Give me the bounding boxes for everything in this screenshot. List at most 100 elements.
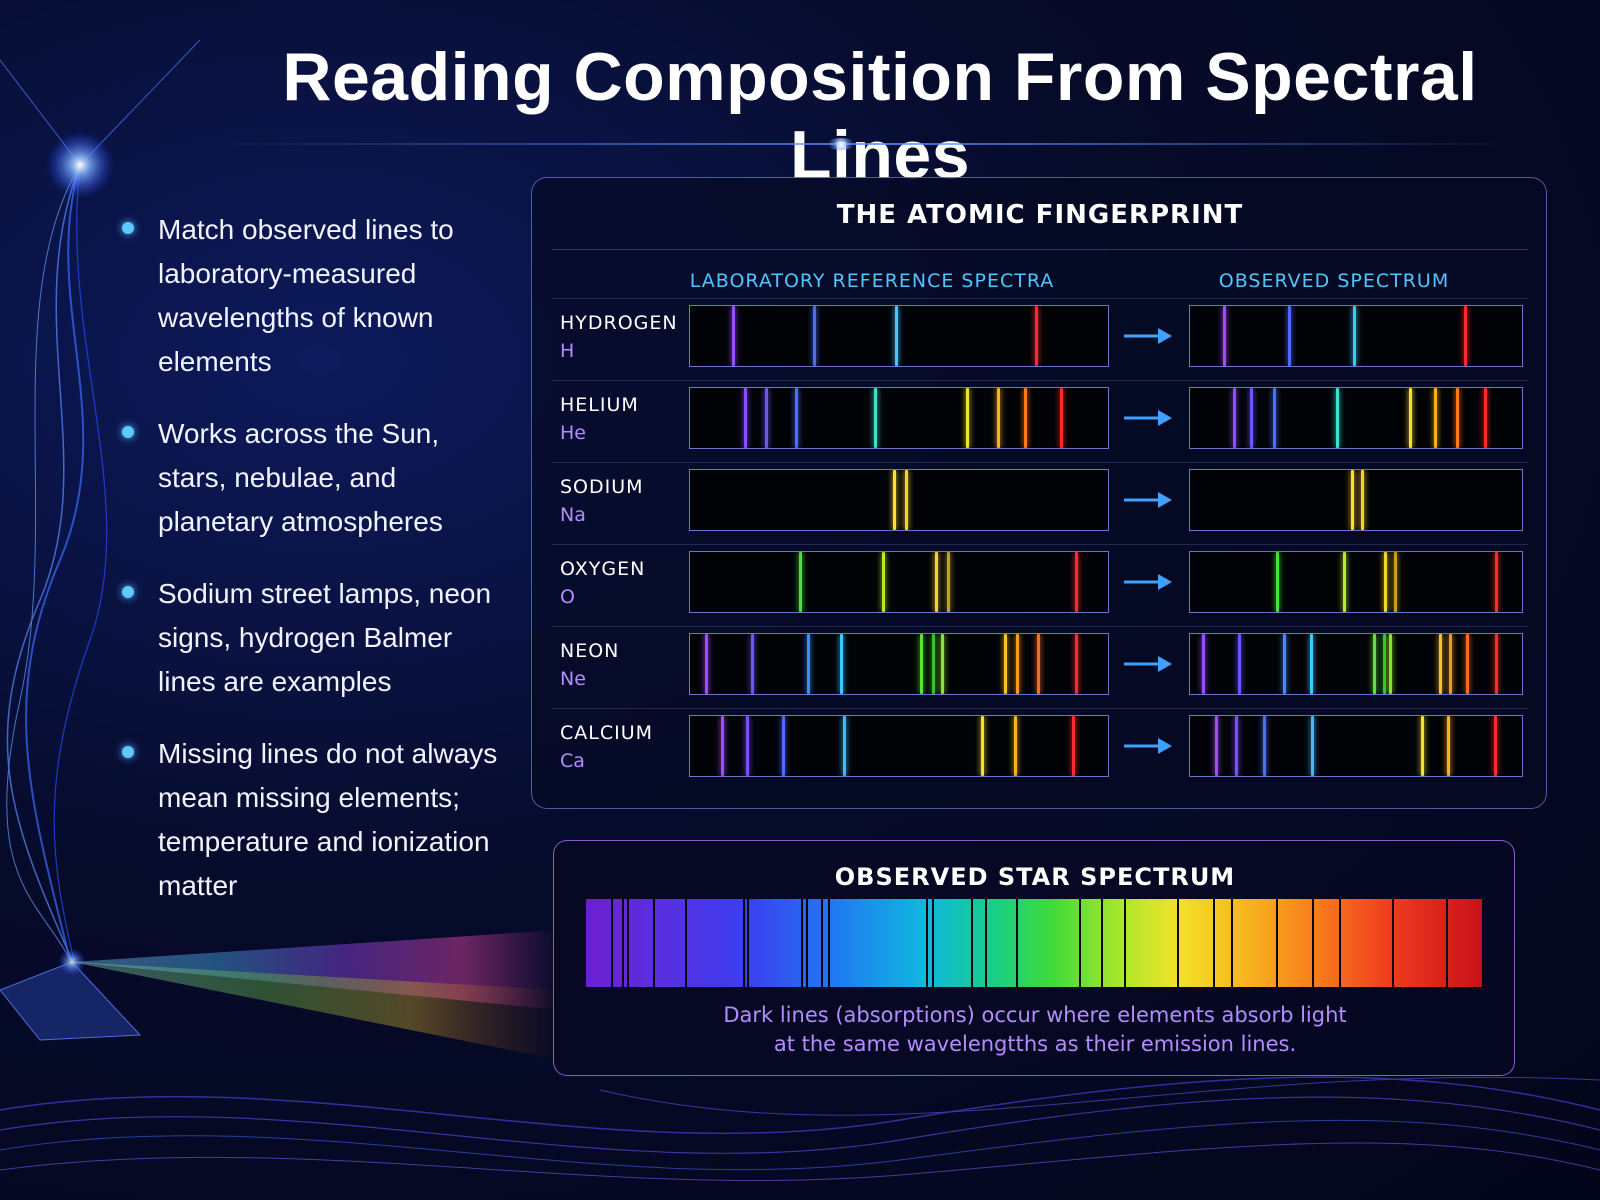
spectral-line — [744, 388, 748, 448]
observed-spectrum-strip — [1189, 305, 1523, 367]
spectral-line — [1420, 716, 1424, 776]
absorption-line — [820, 899, 823, 987]
spectral-line — [947, 552, 951, 612]
spectral-line — [1495, 634, 1499, 694]
element-symbol: Ca — [560, 750, 585, 772]
arrow-right-icon — [1124, 492, 1172, 508]
star-spectrum-panel: OBSERVED STAR SPECTRUM Dark lines (absor… — [553, 840, 1515, 1076]
spectral-line — [1455, 388, 1459, 448]
lab-spectrum-strip — [689, 633, 1109, 695]
row-divider — [552, 462, 1528, 463]
spectral-line — [721, 716, 725, 776]
bullet-item: Sodium street lamps, neon signs, hydroge… — [118, 572, 508, 704]
spectral-line — [842, 716, 846, 776]
spectral-line — [840, 634, 844, 694]
spectral-line — [1276, 552, 1280, 612]
dispersed-rays — [72, 930, 560, 1060]
spectral-line — [731, 306, 735, 366]
spectral-line — [1201, 634, 1205, 694]
absorption-line — [1392, 899, 1395, 987]
spectral-line — [1074, 634, 1078, 694]
spectral-line — [1394, 552, 1398, 612]
spectral-line — [1282, 634, 1286, 694]
element-name: SODIUM — [560, 476, 644, 498]
element-name: HELIUM — [560, 394, 639, 416]
spectral-line — [934, 552, 938, 612]
bullet-dot-icon — [122, 426, 134, 438]
arrow-right-icon — [1124, 656, 1172, 672]
spectral-line — [813, 306, 817, 366]
spectral-line — [1234, 716, 1238, 776]
spectral-line — [1448, 634, 1452, 694]
bullet-text: Match observed lines to laboratory-measu… — [158, 214, 454, 377]
row-divider — [552, 298, 1528, 299]
lab-spectrum-strip — [689, 715, 1109, 777]
bullet-dot-icon — [122, 746, 134, 758]
absorption-line — [1016, 899, 1019, 987]
spectral-line — [1351, 470, 1355, 530]
absorption-line — [805, 899, 808, 987]
spectral-line — [1003, 634, 1007, 694]
star-spectrum-bar — [586, 899, 1482, 987]
page-title: Reading Composition From Spectral Lines — [282, 39, 1478, 193]
spectral-line — [882, 552, 886, 612]
element-name: HYDROGEN — [560, 312, 678, 334]
spectral-line — [1434, 388, 1438, 448]
spectral-line — [1463, 306, 1467, 366]
absorption-line — [801, 899, 804, 987]
spectral-line — [1016, 634, 1020, 694]
lab-spectrum-strip — [689, 469, 1109, 531]
observed-spectrum-header: OBSERVED SPECTRUM — [1218, 270, 1450, 292]
observed-spectrum-strip — [1189, 633, 1523, 695]
spectral-line — [1389, 634, 1393, 694]
spectral-line — [1223, 306, 1227, 366]
spectral-line — [1263, 716, 1267, 776]
element-name: CALCIUM — [560, 722, 654, 744]
spectral-line — [746, 716, 750, 776]
panel-divider — [552, 249, 1528, 250]
spectral-line — [1214, 716, 1218, 776]
spectral-line — [1034, 306, 1038, 366]
absorption-line — [1177, 899, 1180, 987]
element-symbol: O — [560, 586, 575, 608]
absorption-line — [653, 899, 656, 987]
spectral-line — [940, 634, 944, 694]
element-symbol: Ne — [560, 668, 586, 690]
absorption-line — [684, 899, 687, 987]
spectral-line — [919, 634, 923, 694]
bullet-item: Match observed lines to laboratory-measu… — [118, 208, 508, 384]
bullet-text: Works across the Sun, stars, nebulae, an… — [158, 418, 443, 537]
spectral-line — [798, 552, 802, 612]
lab-spectrum-strip — [689, 305, 1109, 367]
element-row: OXYGEN O — [552, 544, 1528, 624]
spectral-line — [794, 388, 798, 448]
spectral-line — [1287, 306, 1291, 366]
absorption-line — [611, 899, 614, 987]
spectral-line — [781, 716, 785, 776]
bullet-list: Match observed lines to laboratory-measu… — [118, 208, 508, 936]
spectral-line — [1384, 552, 1388, 612]
lab-spectrum-strip — [689, 551, 1109, 613]
absorption-line — [1338, 899, 1341, 987]
spectral-line — [1074, 552, 1078, 612]
spectral-line — [1382, 634, 1386, 694]
panel-title: THE ATOMIC FINGERPRINT — [836, 200, 1244, 230]
bullet-item: Works across the Sun, stars, nebulae, an… — [118, 412, 508, 544]
element-name: OXYGEN — [560, 558, 646, 580]
absorption-line — [1446, 899, 1449, 987]
title-divider — [215, 143, 1535, 145]
star-flare — [46, 131, 114, 199]
absorption-line — [926, 899, 929, 987]
spectral-line — [1311, 716, 1315, 776]
observed-spectrum-strip — [1189, 715, 1523, 777]
lab-spectra-header: LABORATORY REFERENCE SPECTRA — [689, 270, 1055, 292]
element-row: SODIUM Na — [552, 462, 1528, 542]
spectral-line — [1036, 634, 1040, 694]
bullet-dot-icon — [122, 586, 134, 598]
spectral-line — [1352, 306, 1356, 366]
spectral-line — [1336, 388, 1340, 448]
spectral-line — [1447, 716, 1451, 776]
spectral-line — [932, 634, 936, 694]
spectral-line — [1360, 470, 1364, 530]
